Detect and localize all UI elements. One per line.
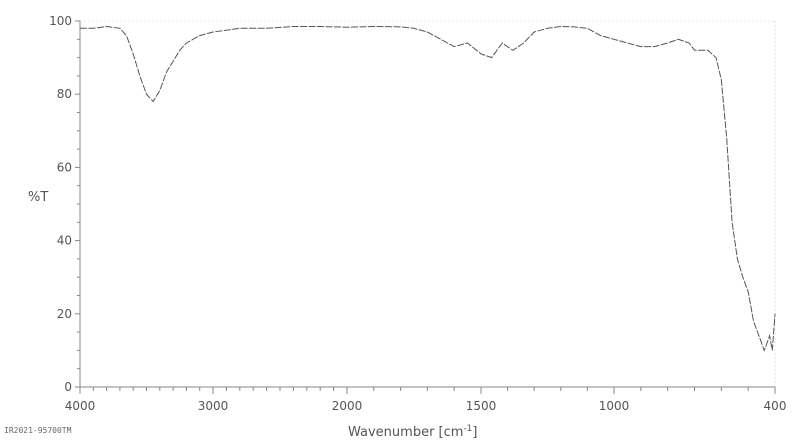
x-axis-label-sup: -1 — [463, 424, 472, 434]
y-tick-label: 0 — [64, 380, 72, 394]
y-tick-label: 40 — [57, 234, 72, 248]
y-tick-label: 60 — [57, 160, 72, 174]
spectrum-series-line — [80, 25, 776, 352]
spectrum-id-footer: IR2021-95700TM — [4, 426, 72, 435]
x-axis-label: Wavenumber [cm-1] — [348, 424, 478, 440]
y-tick-label: 20 — [57, 307, 72, 321]
x-tick-label: 400 — [764, 399, 787, 413]
y-axis-label: %T — [28, 190, 48, 205]
y-tick-label: 100 — [49, 14, 72, 28]
x-tick-label: 2000 — [332, 399, 363, 413]
x-tick-label: 4000 — [65, 399, 96, 413]
x-tick-label: 1000 — [599, 399, 630, 413]
y-tick-label: 80 — [57, 87, 72, 101]
x-tick-label: 3000 — [198, 399, 229, 413]
x-tick-label: 1500 — [466, 399, 497, 413]
